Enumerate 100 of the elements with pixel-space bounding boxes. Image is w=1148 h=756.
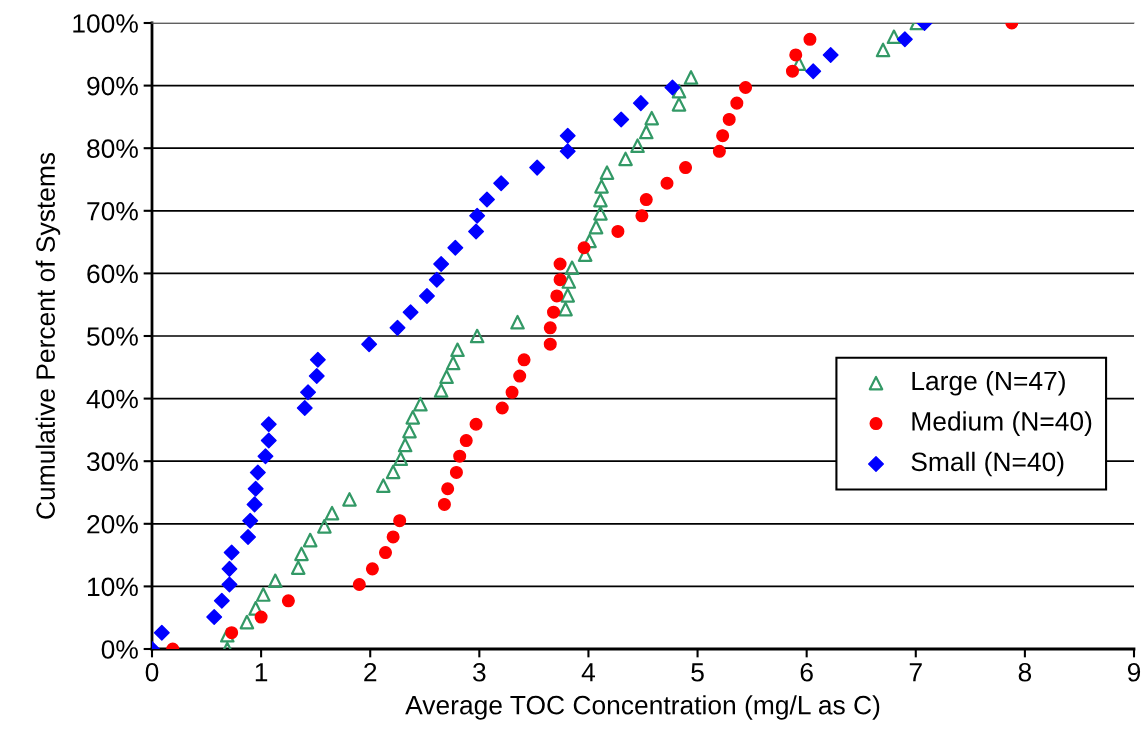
point <box>219 627 235 643</box>
point <box>632 95 649 112</box>
point <box>559 127 576 144</box>
y-tick-label: 40% <box>86 389 138 409</box>
y-tick-label: 30% <box>87 452 138 472</box>
point <box>281 594 295 608</box>
point <box>445 355 461 371</box>
point <box>644 110 660 126</box>
y-tick-label: 90% <box>87 76 138 96</box>
point <box>375 478 391 493</box>
point <box>433 383 449 398</box>
x-tick-label: 6 <box>800 662 813 682</box>
point <box>671 83 687 99</box>
point <box>246 496 263 513</box>
point <box>418 287 435 304</box>
point <box>730 96 744 110</box>
point <box>630 138 645 154</box>
point <box>294 546 309 562</box>
point <box>248 600 263 616</box>
point <box>635 209 649 223</box>
y-tick-label: 60% <box>87 264 138 284</box>
point <box>529 159 546 176</box>
point <box>510 314 525 330</box>
point <box>543 337 557 351</box>
point <box>805 63 822 80</box>
y-tick-label: 100% <box>73 14 138 33</box>
point <box>495 401 509 415</box>
legend-label: Large (N=47) <box>912 370 1065 396</box>
point <box>469 207 486 224</box>
point <box>683 70 699 85</box>
point <box>247 480 264 497</box>
point <box>433 256 450 272</box>
point <box>468 223 485 240</box>
y-tick-label: 0% <box>101 640 138 659</box>
x-tick-label: 8 <box>1018 662 1032 682</box>
point <box>221 560 238 577</box>
point <box>469 417 483 431</box>
point <box>618 151 633 167</box>
point <box>886 29 902 45</box>
point <box>300 384 317 401</box>
point <box>553 257 567 271</box>
point <box>308 368 325 385</box>
x-tick-label: 3 <box>473 662 486 682</box>
point <box>594 179 609 194</box>
point <box>239 614 255 630</box>
point <box>257 448 274 465</box>
point <box>588 219 604 235</box>
point <box>317 518 332 534</box>
point <box>679 161 693 175</box>
point <box>639 193 653 207</box>
point <box>413 396 428 412</box>
point <box>558 301 573 317</box>
point <box>378 546 393 560</box>
x-tick-label: 9 <box>1127 662 1141 682</box>
point <box>393 451 409 467</box>
point <box>664 79 681 96</box>
point <box>402 423 417 439</box>
point <box>254 610 268 624</box>
point <box>822 46 839 63</box>
point <box>553 273 567 287</box>
point <box>342 492 357 507</box>
point <box>242 512 259 529</box>
x-axis-title: Average TOC Concentration (mg/L as C) <box>405 695 880 720</box>
point <box>543 321 557 335</box>
point <box>397 437 413 453</box>
point <box>712 144 726 158</box>
point <box>478 191 495 208</box>
point <box>550 289 564 303</box>
y-axis-title: Cumulative Percent of Systems <box>35 152 61 519</box>
point <box>789 48 803 62</box>
x-tick-label: 0 <box>145 662 159 682</box>
point <box>593 205 608 221</box>
legend-label: Medium (N=40) <box>912 411 1092 436</box>
point <box>469 328 485 344</box>
point <box>638 124 654 140</box>
y-tick-label: 50% <box>87 327 138 346</box>
point <box>206 609 223 626</box>
point <box>260 432 277 449</box>
legend-label: Small (N=40) <box>911 451 1064 477</box>
point <box>290 560 306 575</box>
point <box>560 287 576 303</box>
y-tick-label: 10% <box>88 577 138 597</box>
x-tick-label: 4 <box>581 663 596 682</box>
point <box>582 233 597 249</box>
point <box>493 175 510 192</box>
point <box>599 165 615 180</box>
point <box>875 42 891 58</box>
point <box>389 319 406 336</box>
point <box>671 97 687 112</box>
point <box>613 111 630 128</box>
point <box>402 304 419 321</box>
point <box>386 530 400 544</box>
x-tick-label: 5 <box>691 663 704 682</box>
point <box>267 573 283 589</box>
point <box>296 400 313 416</box>
point <box>223 544 240 561</box>
point <box>439 369 454 385</box>
y-tick-label: 70% <box>87 201 138 221</box>
point <box>559 143 576 160</box>
point <box>428 271 445 288</box>
